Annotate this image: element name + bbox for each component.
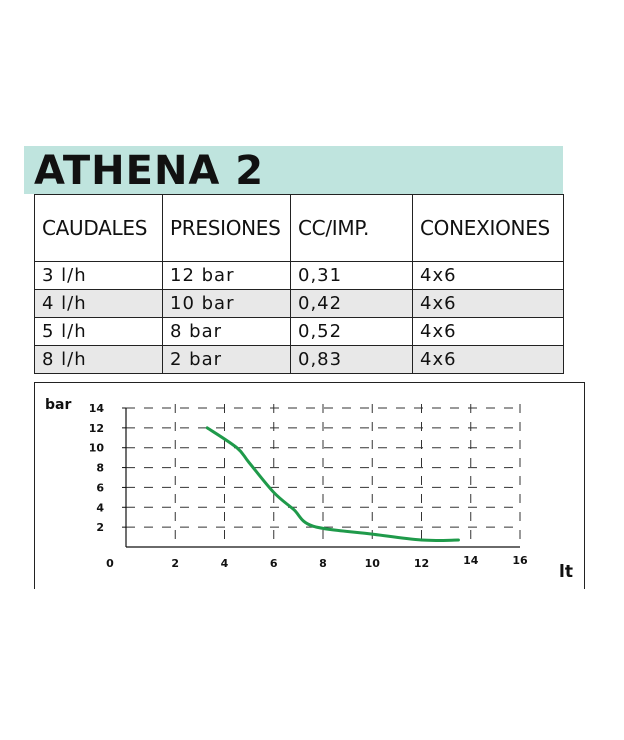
chart-ticks: 2 4 6 8 10 12 14 0 2 4 6 8 10 12 14 16 [89, 402, 528, 570]
x-axis-label: lt [559, 562, 573, 582]
x-tick-label: 6 [270, 557, 278, 570]
table-cell: 5 l/h [34, 317, 163, 346]
y-tick-label: 2 [96, 521, 104, 534]
x-tick-label: 2 [171, 557, 179, 570]
y-tick-label: 12 [89, 422, 104, 435]
chart-axes [125, 408, 520, 548]
table-cell: 4 l/h [34, 289, 163, 318]
table-row: 8 l/h 2 bar 0,83 4x6 [34, 345, 564, 374]
table-row: 5 l/h 8 bar 0,52 4x6 [34, 317, 564, 346]
table-cell: 0,31 [290, 261, 413, 290]
x-tick-label: 12 [414, 557, 429, 570]
product-title: ATHENA 2 [34, 148, 265, 194]
table-cell: 8 bar [162, 317, 291, 346]
table-header-row: CAUDALES PRESIONES CC/IMP. CONEXIONES [34, 194, 564, 262]
chart-grid [126, 404, 521, 547]
x-tick-label: 0 [106, 557, 114, 570]
y-axis-label: bar [45, 397, 71, 413]
column-header: PRESIONES [162, 194, 291, 262]
x-tick-label: 16 [512, 554, 528, 567]
table-cell: 4x6 [412, 345, 564, 374]
table-cell: 0,52 [290, 317, 413, 346]
table-row: 3 l/h 12 bar 0,31 4x6 [34, 261, 564, 290]
table-cell: 8 l/h [34, 345, 163, 374]
x-tick-label: 14 [463, 554, 479, 567]
table-cell: 4x6 [412, 261, 564, 290]
column-header: CAUDALES [34, 194, 163, 262]
table-cell: 10 bar [162, 289, 291, 318]
table-cell: 12 bar [162, 261, 291, 290]
table-cell: 3 l/h [34, 261, 163, 290]
series-line [205, 426, 460, 542]
table-cell: 4x6 [412, 289, 564, 318]
spec-table: CAUDALES PRESIONES CC/IMP. CONEXIONES 3 … [34, 194, 564, 374]
column-header: CONEXIONES [412, 194, 564, 262]
chart-frame: 2 4 6 8 10 12 14 0 2 4 6 8 10 12 14 16 bar lt [34, 382, 585, 589]
y-tick-label: 10 [89, 442, 105, 455]
x-tick-label: 10 [365, 557, 381, 570]
column-header: CC/IMP. [290, 194, 413, 262]
x-tick-label: 4 [221, 557, 229, 570]
table-cell: 0,83 [290, 345, 413, 374]
table-cell: 0,42 [290, 289, 413, 318]
y-tick-label: 14 [89, 402, 105, 415]
table-row: 4 l/h 10 bar 0,42 4x6 [34, 289, 564, 318]
x-tick-label: 8 [319, 557, 327, 570]
y-tick-label: 6 [96, 481, 104, 494]
y-tick-label: 4 [96, 501, 104, 514]
title-band [24, 146, 563, 194]
table-cell: 2 bar [162, 345, 291, 374]
table-cell: 4x6 [412, 317, 564, 346]
pressure-flow-chart: 2 4 6 8 10 12 14 0 2 4 6 8 10 12 14 16 bar lt [45, 397, 573, 582]
y-tick-label: 8 [96, 462, 104, 475]
